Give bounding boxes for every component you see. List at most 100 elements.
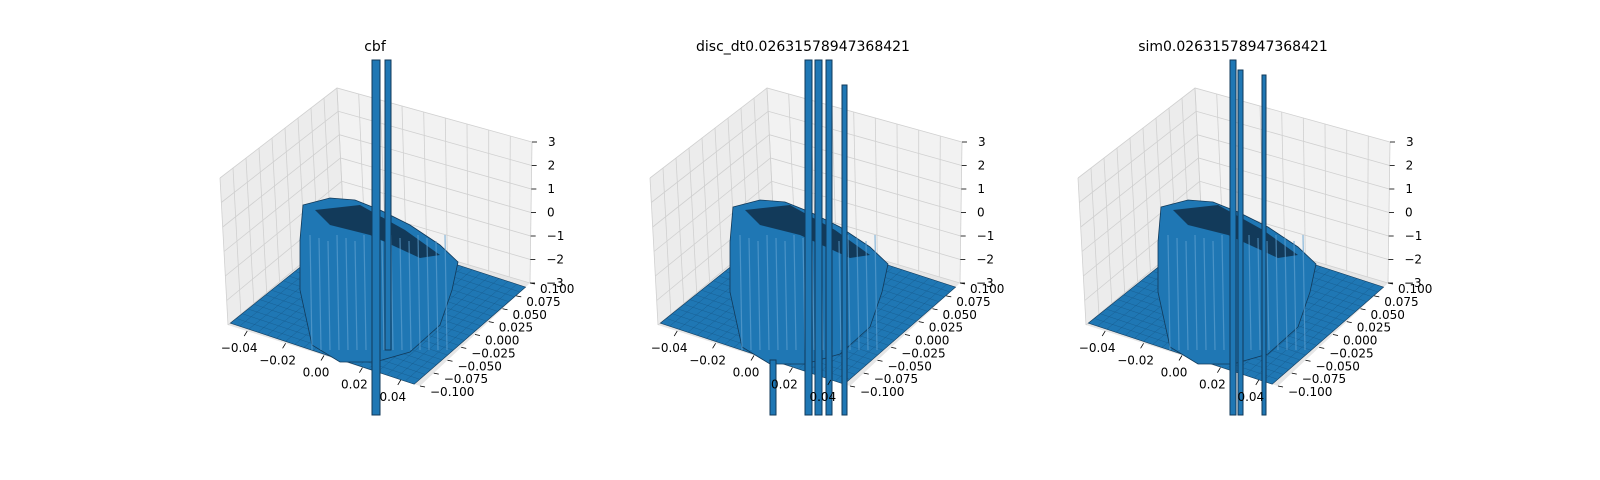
- y-gridline: [1302, 117, 1306, 259]
- x-gridline: [688, 147, 698, 293]
- z-tick-label: −2: [1404, 253, 1422, 267]
- y-gridline: [831, 105, 837, 247]
- y-tick-mark: [877, 359, 883, 362]
- y-tick-mark: [932, 308, 938, 311]
- z-tick-label: −3: [1404, 276, 1422, 290]
- ring-stripe: [327, 240, 331, 351]
- x-tick-label: −0.02: [259, 353, 296, 367]
- spike: [841, 84, 848, 416]
- x-tick-mark: [1255, 379, 1260, 386]
- spike: [825, 59, 833, 416]
- ring-stripe: [748, 237, 752, 351]
- y-tick-mark: [946, 295, 952, 298]
- x-tick-label: −0.02: [689, 353, 726, 367]
- x-gridline: [284, 127, 293, 272]
- y-gridline: [1324, 123, 1327, 265]
- ring-stripe: [1302, 234, 1306, 351]
- z-axis: 3 2 1 0 −1 −2 −3: [1388, 135, 1422, 290]
- z-tick-label: −3: [976, 276, 994, 290]
- y-tick-label: 0.050: [1371, 308, 1405, 322]
- y-tick-label: −0.075: [874, 372, 918, 386]
- x-tick-mark: [359, 367, 363, 373]
- y-axis: 0.1000.0750.0500.0250.000−0.025−0.050−0.…: [1277, 282, 1432, 399]
- y-tick-mark: [461, 346, 467, 349]
- x-gridline: [1103, 157, 1113, 304]
- x-tick-label: 0.02: [341, 378, 368, 392]
- ring-stripe: [1203, 237, 1207, 351]
- z-axis: 3 2 1 0 −1 −2 −3: [960, 135, 994, 290]
- ring-stripe: [399, 237, 403, 351]
- x-tick-mark: [789, 367, 793, 373]
- x-tick-label: 0.02: [1199, 378, 1226, 392]
- ring-stripe: [426, 237, 430, 351]
- y-tick-label: 0.075: [526, 295, 560, 309]
- x-tick-label: −0.04: [651, 341, 688, 355]
- x-gridline: [232, 167, 242, 315]
- ring-stripe: [856, 237, 860, 351]
- x-gridline: [1129, 137, 1138, 282]
- z-tick-label: 0: [547, 206, 555, 220]
- x-gridline: [271, 137, 280, 282]
- ring-stripe: [354, 240, 358, 351]
- y-gridline: [1366, 135, 1369, 277]
- spike: [769, 359, 777, 416]
- y-tick-label: 0.025: [499, 321, 533, 335]
- mesh-line: [386, 278, 500, 376]
- z-tick-label: 1: [977, 182, 985, 196]
- y-tick-label: −0.025: [1329, 346, 1373, 360]
- ring-stripe: [1275, 234, 1279, 351]
- z-tick-label: 2: [1406, 159, 1414, 173]
- y-gridline: [938, 135, 941, 277]
- x-gridline: [1142, 127, 1151, 272]
- z-tick-label: 3: [978, 135, 986, 149]
- x-gridline: [245, 157, 255, 304]
- ring-stripe: [1212, 240, 1216, 351]
- ring-stripe: [766, 234, 770, 351]
- z-tick-label: 1: [547, 182, 555, 196]
- subplot-2: −0.04−0.020.000.020.040.1000.0750.0500.0…: [649, 39, 1004, 416]
- z-tick-label: 2: [978, 159, 986, 173]
- grid: [219, 87, 533, 326]
- x-gridline: [649, 177, 659, 326]
- x-gridline: [258, 147, 268, 293]
- spike: [804, 59, 813, 416]
- y-tick-mark: [918, 321, 924, 324]
- x-tick-label: −0.04: [1079, 341, 1116, 355]
- y-tick-mark: [1346, 321, 1352, 324]
- z-tick-label: 3: [1406, 135, 1414, 149]
- ring-stripe: [309, 234, 313, 351]
- ring-stripe: [435, 240, 439, 351]
- ring-stripe: [1257, 237, 1261, 351]
- x-tick-mark: [1140, 343, 1144, 349]
- spike: [1229, 59, 1237, 416]
- x-tick-label: −0.02: [1117, 353, 1154, 367]
- spike: [1261, 74, 1267, 416]
- y-tick-mark: [891, 346, 897, 349]
- x-gridline: [1090, 167, 1100, 315]
- y-tick-label: −0.075: [444, 372, 488, 386]
- z-tick-label: 0: [1405, 206, 1413, 220]
- z-tick-label: −3: [546, 276, 564, 290]
- ring-stripe: [318, 237, 322, 351]
- y-tick-mark: [502, 308, 508, 311]
- x-tick-label: 0.00: [733, 366, 760, 380]
- y-tick-mark: [516, 295, 522, 298]
- y-tick-label: 0.000: [915, 334, 949, 348]
- ring-stripe: [1293, 240, 1297, 351]
- y-tick-label: 0.025: [1357, 321, 1391, 335]
- y-tick-mark: [447, 359, 453, 362]
- ring-stripe: [775, 237, 779, 351]
- ring-stripe: [381, 240, 385, 351]
- spike: [814, 59, 823, 416]
- x-tick-mark: [712, 343, 716, 349]
- y-tick-mark: [904, 334, 911, 336]
- x-tick-label: 0.02: [771, 378, 798, 392]
- y-gridline: [1281, 111, 1286, 253]
- y-tick-mark: [474, 334, 481, 336]
- x-gridline: [219, 177, 229, 326]
- y-tick-mark: [1305, 359, 1311, 362]
- y-tick-label: −0.100: [860, 385, 904, 399]
- ring-stripe: [408, 240, 412, 351]
- ring-stripe: [1167, 234, 1171, 351]
- z-tick-label: 2: [548, 159, 556, 173]
